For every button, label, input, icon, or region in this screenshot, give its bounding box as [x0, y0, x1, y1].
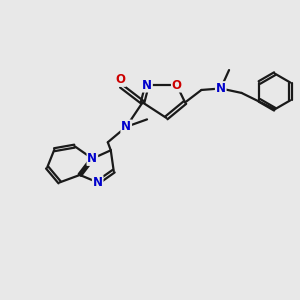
Text: N: N — [93, 176, 103, 189]
Text: N: N — [121, 120, 131, 133]
Text: N: N — [142, 79, 152, 92]
Text: N: N — [87, 152, 97, 165]
Text: N: N — [216, 82, 226, 95]
Text: O: O — [172, 79, 182, 92]
Text: O: O — [116, 73, 126, 86]
